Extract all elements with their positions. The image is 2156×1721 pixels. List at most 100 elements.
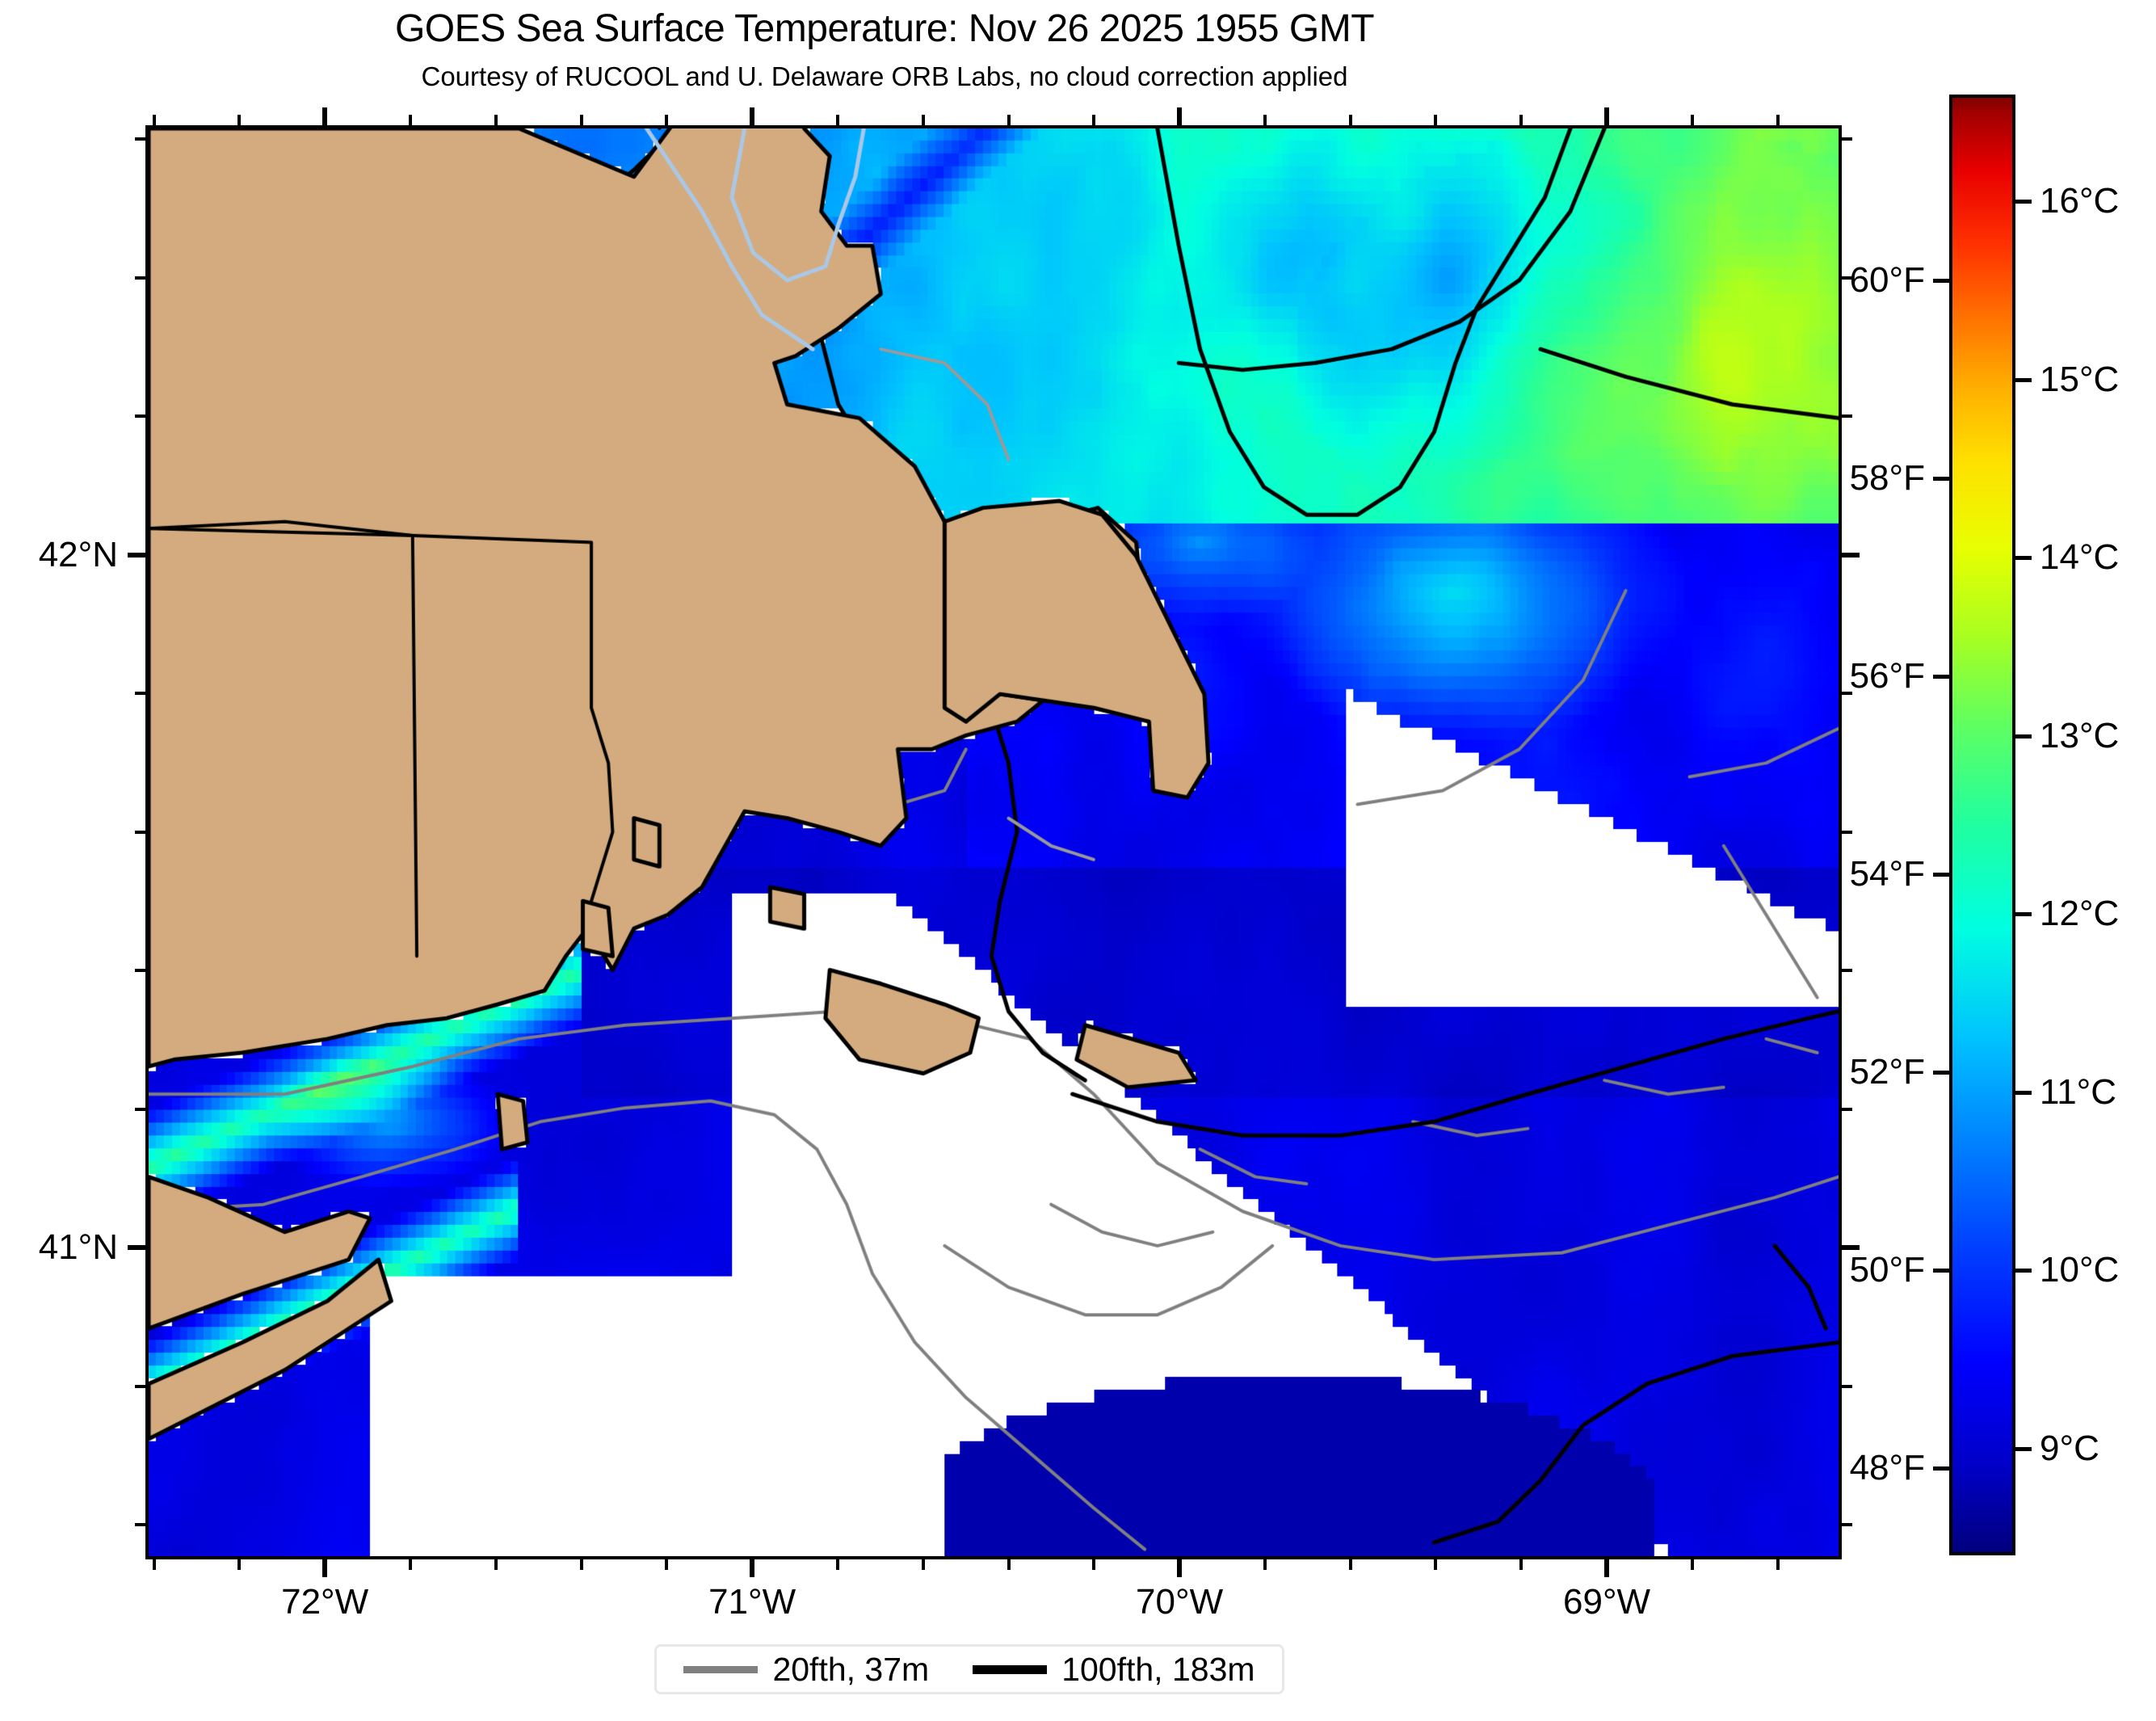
- figure-subtitle: Courtesy of RUCOOL and U. Delaware ORB L…: [421, 61, 1348, 91]
- x-tick-minor: [579, 1559, 583, 1570]
- colorbar-label-c-0: 16°C: [2040, 181, 2120, 221]
- y-tick-minor-right: [1842, 276, 1852, 280]
- colorbar-label-f-3: 54°F: [1849, 854, 1925, 894]
- y-tick-minor-right: [1842, 137, 1852, 141]
- y-axis-label-0: 42°N: [38, 534, 118, 574]
- colorbar-label-c-5: 11°C: [2040, 1071, 2117, 1112]
- x-tick-minor: [921, 1559, 925, 1570]
- x-tick-minor-top: [1519, 115, 1523, 125]
- legend-item-100fth: 100fth, 183m: [973, 1651, 1255, 1689]
- colorbar-tick-f-3: [1933, 873, 1949, 877]
- x-tick-minor: [1434, 1559, 1438, 1570]
- colorbar-label-c-6: 10°C: [2040, 1250, 2120, 1290]
- x-tick-minor: [152, 1559, 156, 1570]
- x-tick-minor-top: [579, 115, 583, 125]
- y-tick-major-right-0: [1842, 552, 1860, 558]
- x-tick-minor-top: [665, 115, 669, 125]
- y-tick-minor-right: [1842, 969, 1852, 973]
- x-tick-minor: [1092, 1559, 1096, 1570]
- colorbar-tick-f-5: [1933, 1269, 1949, 1273]
- colorbar-tick-f-6: [1933, 1466, 1949, 1471]
- x-tick-major-top-1: [750, 107, 755, 125]
- colorbar-tick-f-2: [1933, 675, 1949, 680]
- colorbar-label-f-5: 50°F: [1849, 1250, 1925, 1290]
- colorbar-tick-f-1: [1933, 477, 1949, 482]
- y-tick-minor: [135, 1523, 145, 1527]
- y-tick-minor-right: [1842, 1384, 1852, 1388]
- x-tick-minor-top: [152, 115, 156, 125]
- colorbar-tick-c-7: [2015, 1446, 2032, 1451]
- colorbar-label-f-6: 48°F: [1849, 1448, 1925, 1488]
- x-axis-label-2: 70°W: [1136, 1582, 1224, 1622]
- y-tick-minor-right: [1842, 1107, 1852, 1111]
- y-tick-minor: [135, 969, 145, 973]
- x-tick-major-2: [1177, 1559, 1183, 1577]
- x-tick-major-1: [750, 1559, 755, 1577]
- x-tick-minor: [665, 1559, 669, 1570]
- x-tick-minor-top: [494, 115, 498, 125]
- legend-line-20fth-icon: [683, 1665, 759, 1673]
- colorbar-tick-c-3: [2015, 734, 2032, 738]
- colorbar-tick-c-2: [2015, 556, 2032, 561]
- legend-line-100fth-icon: [973, 1664, 1048, 1674]
- colorbar-tick-f-0: [1933, 279, 1949, 284]
- x-tick-minor: [1007, 1559, 1011, 1570]
- figure-title: GOES Sea Surface Temperature: Nov 26 202…: [394, 7, 1375, 50]
- colorbar-tick-c-6: [2015, 1269, 2032, 1273]
- sst-map-axes: [145, 125, 1842, 1559]
- sst-heatmap-canvas: [149, 128, 1839, 1556]
- y-tick-minor: [135, 692, 145, 696]
- x-tick-minor: [408, 1559, 412, 1570]
- x-tick-minor-top: [1434, 115, 1438, 125]
- x-tick-major-top-0: [322, 107, 328, 125]
- x-tick-minor-top: [1007, 115, 1011, 125]
- y-tick-major-0: [128, 552, 145, 558]
- y-tick-minor-right: [1842, 830, 1852, 834]
- x-tick-major-3: [1604, 1559, 1610, 1577]
- x-axis-label-3: 69°W: [1563, 1582, 1651, 1622]
- legend-label-100fth: 100fth, 183m: [1061, 1650, 1255, 1688]
- x-axis-label-0: 72°W: [281, 1582, 369, 1622]
- x-tick-minor-top: [835, 115, 839, 125]
- x-tick-minor-top: [237, 115, 242, 125]
- colorbar-tick-c-0: [2015, 200, 2032, 204]
- y-tick-minor-right: [1842, 414, 1852, 419]
- x-tick-minor: [494, 1559, 498, 1570]
- x-tick-minor: [1776, 1559, 1780, 1570]
- x-tick-minor-top: [1092, 115, 1096, 125]
- sst-colorbar: [1949, 95, 2015, 1555]
- y-tick-minor: [135, 276, 145, 280]
- x-tick-minor-top: [921, 115, 925, 125]
- bathymetry-legend: 20fth, 37m 100fth, 183m: [654, 1644, 1284, 1694]
- colorbar-label-c-4: 12°C: [2040, 894, 2120, 934]
- x-tick-major-top-2: [1177, 107, 1183, 125]
- y-tick-minor: [135, 414, 145, 419]
- y-tick-major-1: [128, 1245, 145, 1251]
- colorbar-label-f-2: 56°F: [1849, 656, 1925, 696]
- colorbar-label-f-1: 58°F: [1849, 458, 1925, 499]
- x-tick-minor: [1348, 1559, 1352, 1570]
- x-tick-minor: [835, 1559, 839, 1570]
- y-tick-minor-right: [1842, 692, 1852, 696]
- legend-item-20fth: 20fth, 37m: [683, 1651, 929, 1689]
- x-tick-minor-top: [408, 115, 412, 125]
- colorbar-label-f-4: 52°F: [1849, 1052, 1925, 1092]
- x-axis-label-1: 71°W: [708, 1582, 796, 1622]
- x-tick-minor: [1690, 1559, 1694, 1570]
- colorbar-label-c-7: 9°C: [2040, 1428, 2099, 1468]
- y-axis-label-1: 41°N: [38, 1227, 118, 1268]
- colorbar-tick-c-1: [2015, 377, 2032, 382]
- x-tick-minor: [1519, 1559, 1523, 1570]
- y-tick-major-right-1: [1842, 1245, 1860, 1251]
- y-tick-minor: [135, 1107, 145, 1111]
- y-tick-minor: [135, 1384, 145, 1388]
- colorbar-label-c-1: 15°C: [2040, 359, 2120, 399]
- x-tick-minor-top: [1690, 115, 1694, 125]
- colorbar-label-f-0: 60°F: [1849, 260, 1925, 301]
- x-tick-major-top-3: [1604, 107, 1610, 125]
- colorbar-label-c-3: 13°C: [2040, 715, 2120, 755]
- y-tick-minor-right: [1842, 1523, 1852, 1527]
- x-tick-minor: [237, 1559, 242, 1570]
- x-tick-minor-top: [1776, 115, 1780, 125]
- y-tick-minor: [135, 830, 145, 834]
